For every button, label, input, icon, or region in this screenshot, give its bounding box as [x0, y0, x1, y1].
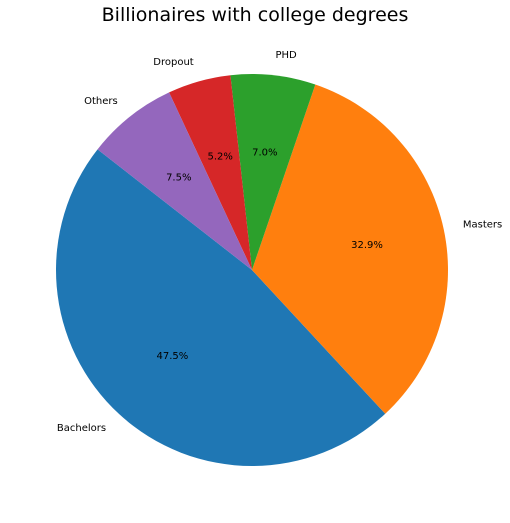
pie-slice-dropout: [169, 75, 252, 270]
pie-slice-others: [97, 92, 252, 271]
pie-pct-label-masters: 32.9%: [351, 240, 383, 251]
pie-category-label-dropout: Dropout: [153, 57, 194, 68]
pie-slice-bachelors: [56, 149, 386, 466]
pie-pct-label-phd: 7.0%: [252, 148, 277, 159]
pie-labels: 47.5% Bachelors 32.9% Masters 7.0% PHD 5.2% Dro…: [57, 50, 502, 434]
pie-category-label-masters: Masters: [463, 220, 502, 231]
pie-slice-masters: [252, 84, 448, 414]
pie-pct-label-dropout: 5.2%: [208, 151, 233, 162]
pie-pct-label-bachelors: 47.5%: [157, 351, 189, 362]
pie-category-label-phd: PHD: [276, 50, 298, 61]
pie-slices: [56, 74, 448, 466]
pie-slice-phd: [230, 74, 316, 270]
pie-category-label-bachelors: Bachelors: [57, 423, 106, 434]
pie-category-label-others: Others: [84, 96, 118, 107]
pie-pct-label-others: 7.5%: [166, 172, 191, 183]
chart-title: Billionaires with college degrees: [101, 4, 409, 26]
